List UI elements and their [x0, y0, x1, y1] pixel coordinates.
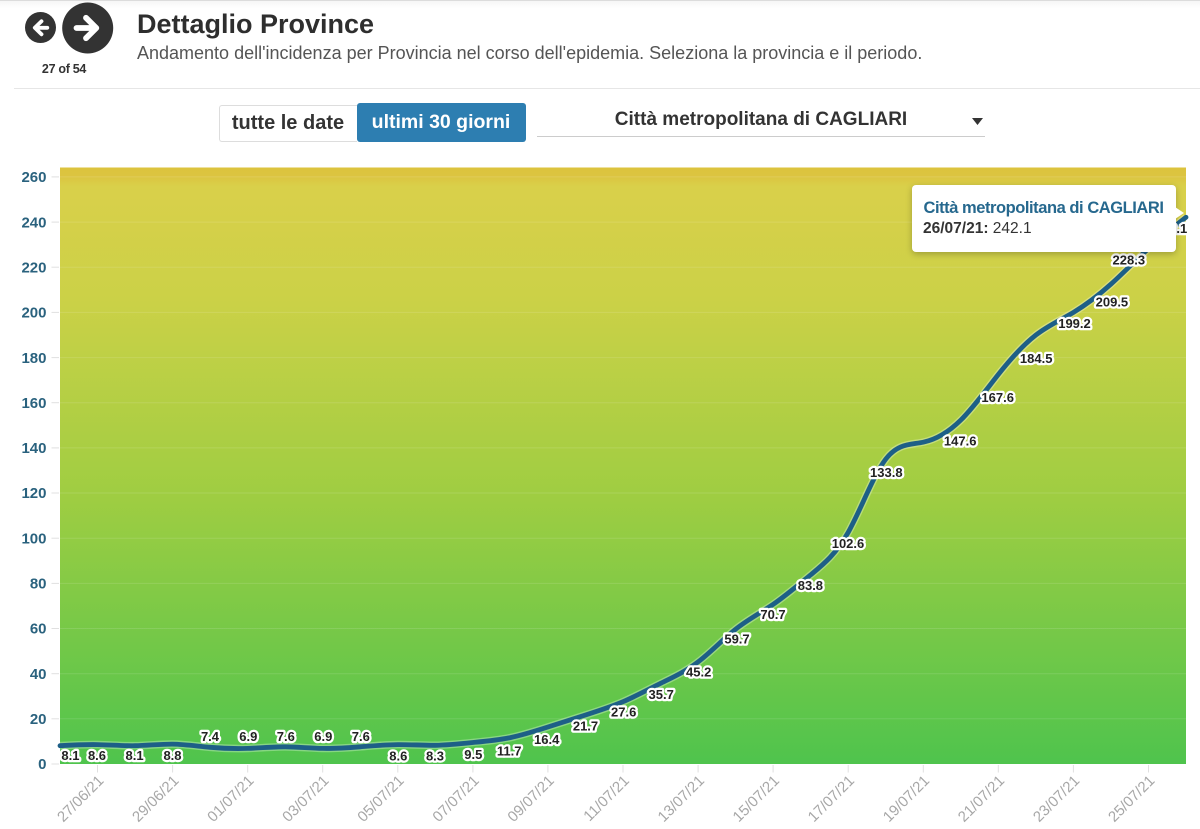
svg-text:45.2: 45.2	[686, 665, 711, 680]
svg-text:07/07/21: 07/07/21	[429, 772, 482, 825]
svg-text:140: 140	[21, 440, 46, 457]
svg-text:200: 200	[21, 305, 46, 322]
svg-text:8.1: 8.1	[126, 748, 144, 763]
svg-text:13/07/21: 13/07/21	[655, 772, 708, 825]
svg-text:167.6: 167.6	[981, 390, 1014, 405]
svg-text:27.6: 27.6	[611, 704, 636, 719]
svg-text:8.6: 8.6	[389, 748, 407, 763]
svg-text:11/07/21: 11/07/21	[580, 772, 633, 825]
svg-text:19/07/21: 19/07/21	[880, 772, 933, 825]
svg-text:8.1: 8.1	[61, 748, 79, 763]
svg-text:83.8: 83.8	[798, 578, 823, 593]
svg-text:29/06/21: 29/06/21	[129, 772, 182, 825]
svg-text:228.3: 228.3	[1113, 253, 1146, 268]
svg-text:20: 20	[30, 711, 47, 728]
svg-text:70.7: 70.7	[760, 607, 785, 622]
svg-text:133.8: 133.8	[870, 465, 903, 480]
svg-text:8.6: 8.6	[88, 748, 106, 763]
svg-text:100: 100	[21, 530, 46, 547]
svg-text:102.6: 102.6	[832, 536, 865, 551]
svg-text:60: 60	[30, 621, 47, 638]
svg-text:40: 40	[30, 666, 47, 683]
svg-text:199.2: 199.2	[1058, 316, 1091, 331]
svg-text:240: 240	[21, 214, 46, 231]
svg-text:09/07/21: 09/07/21	[504, 772, 557, 825]
svg-text:6.9: 6.9	[239, 729, 257, 744]
svg-text:80: 80	[30, 576, 47, 593]
svg-text:209.5: 209.5	[1096, 294, 1129, 309]
svg-text:21.7: 21.7	[573, 719, 598, 734]
svg-text:160: 160	[21, 395, 46, 412]
svg-text:23/07/21: 23/07/21	[1030, 772, 1083, 825]
svg-text:220: 220	[21, 259, 46, 276]
svg-text:15/07/21: 15/07/21	[730, 772, 783, 825]
svg-text:9.5: 9.5	[464, 747, 482, 762]
svg-text:260: 260	[21, 169, 46, 186]
svg-text:35.7: 35.7	[649, 687, 674, 702]
svg-text:8.8: 8.8	[163, 748, 181, 763]
svg-text:05/07/21: 05/07/21	[354, 772, 407, 825]
svg-text:17/07/21: 17/07/21	[805, 772, 858, 825]
svg-text:180: 180	[21, 350, 46, 367]
svg-text:11.7: 11.7	[497, 743, 522, 758]
svg-text:01/07/21: 01/07/21	[204, 772, 257, 825]
svg-text:16.4: 16.4	[534, 732, 560, 747]
svg-text:147.6: 147.6	[944, 433, 977, 448]
svg-text:25/07/21: 25/07/21	[1105, 772, 1158, 825]
svg-text:03/07/21: 03/07/21	[279, 772, 332, 825]
svg-text:120: 120	[21, 485, 46, 502]
svg-text:59.7: 59.7	[724, 632, 749, 647]
svg-text:0: 0	[38, 756, 46, 773]
svg-text:21/07/21: 21/07/21	[955, 772, 1008, 825]
svg-text:6.9: 6.9	[314, 729, 332, 744]
svg-text:184.5: 184.5	[1020, 351, 1053, 366]
svg-text:8.3: 8.3	[426, 749, 444, 764]
svg-text:27/06/21: 27/06/21	[54, 772, 107, 825]
svg-text:7.6: 7.6	[352, 729, 370, 744]
svg-text:27 of 54: 27 of 54	[42, 62, 86, 76]
svg-text:7.4: 7.4	[201, 729, 220, 744]
svg-text:7.6: 7.6	[277, 729, 295, 744]
